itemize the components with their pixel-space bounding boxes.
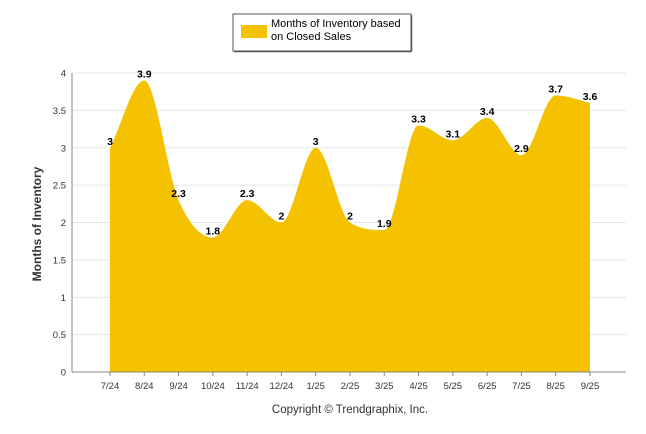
axes xyxy=(71,73,626,373)
x-tick-label: 9/25 xyxy=(581,381,600,392)
data-label: 3.3 xyxy=(411,113,426,125)
y-tick-label: 0.5 xyxy=(53,330,66,341)
x-tick-labels: 7/24 8/24 9/24 10/24 11/24 12/24 1/25 2/25 3/25 4… xyxy=(101,372,600,392)
x-tick-label: 9/24 xyxy=(169,381,188,392)
data-label: 3 xyxy=(107,136,113,148)
x-tick-label: 5/25 xyxy=(444,381,463,392)
area-series xyxy=(110,80,590,372)
y-axis-title: Months of Inventory xyxy=(30,166,44,281)
legend-label-line-2: on Closed Sales xyxy=(271,31,352,43)
data-label: 2.3 xyxy=(171,188,186,200)
y-tick-label: 2.5 xyxy=(53,181,66,192)
y-tick-label: 1 xyxy=(61,293,66,304)
legend-swatch xyxy=(241,25,267,38)
data-label: 1.9 xyxy=(377,218,392,230)
legend[interactable]: Months of Inventory based on Closed Sale… xyxy=(232,13,413,53)
x-tick-label: 7/25 xyxy=(512,381,531,392)
x-tick-label: 3/25 xyxy=(375,381,394,392)
y-tick-label: 2 xyxy=(61,218,66,229)
data-label: 3.1 xyxy=(446,128,461,140)
x-tick-label: 2/25 xyxy=(341,381,360,392)
x-tick-label: 8/25 xyxy=(546,381,565,392)
data-label: 2 xyxy=(279,211,285,223)
data-label: 3.6 xyxy=(583,91,598,103)
data-label: 3 xyxy=(313,136,319,148)
copyright-text: Copyright © Trendgraphix, Inc. xyxy=(272,404,428,416)
x-tick-label: 12/24 xyxy=(270,381,294,392)
y-tick-label: 4 xyxy=(61,69,66,80)
data-labels: 3 3.9 2.3 1.8 2.3 2 3 2 1.9 3.3 3.1 3.4 2.9 3.7 3.6 xyxy=(107,68,597,237)
y-tick-label: 3.5 xyxy=(53,106,66,117)
data-label: 3.7 xyxy=(548,83,563,95)
y-tick-label: 1.5 xyxy=(53,255,66,266)
x-tick-label: 6/25 xyxy=(478,381,497,392)
data-label: 2.3 xyxy=(240,188,255,200)
x-tick-label: 8/24 xyxy=(135,381,154,392)
x-tick-label: 10/24 xyxy=(201,381,225,392)
y-tick-label: 0 xyxy=(61,368,66,379)
y-tick-labels: 0 0.5 1 1.5 2 2.5 3 3.5 4 xyxy=(53,69,66,379)
x-tick-label: 1/25 xyxy=(306,381,325,392)
legend-label-line-1: Months of Inventory based xyxy=(271,18,401,30)
data-label: 2.9 xyxy=(514,143,529,155)
y-tick-label: 3 xyxy=(61,143,66,154)
data-label: 1.8 xyxy=(206,225,221,237)
data-label: 3.4 xyxy=(480,106,495,118)
x-tick-label: 7/24 xyxy=(101,381,120,392)
data-label: 2 xyxy=(347,211,353,223)
data-label: 3.9 xyxy=(137,68,152,80)
area-fill xyxy=(110,80,590,372)
x-tick-label: 4/25 xyxy=(409,381,428,392)
x-tick-label: 11/24 xyxy=(236,381,259,392)
